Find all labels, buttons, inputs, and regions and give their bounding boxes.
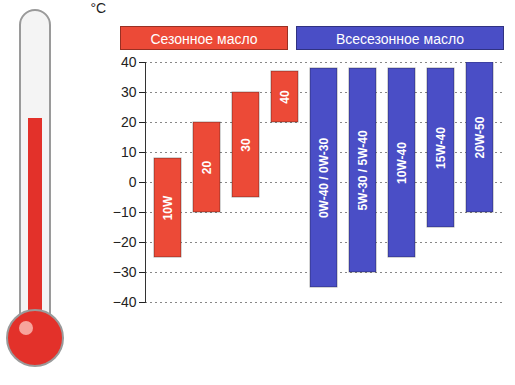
svg-text:0: 0	[129, 174, 137, 190]
svg-text:°C: °C	[91, 0, 107, 16]
svg-text:10W-40: 10W-40	[395, 142, 409, 184]
svg-text:30: 30	[121, 84, 137, 100]
html-text:Сезонное масло: Сезонное масло	[150, 31, 258, 47]
svg-text:20: 20	[200, 161, 214, 175]
svg-text:5W-30 / 5W-40: 5W-30 / 5W-40	[356, 130, 370, 211]
svg-text:−10: −10	[113, 204, 137, 220]
svg-text:−30: −30	[113, 264, 137, 280]
svg-text:10W: 10W	[161, 195, 175, 220]
svg-text:40: 40	[121, 54, 137, 70]
svg-text:20: 20	[121, 114, 137, 130]
svg-text:40: 40	[278, 90, 292, 104]
svg-text:−20: −20	[113, 234, 137, 250]
svg-text:20W-50: 20W-50	[473, 116, 487, 158]
svg-text:15W-40: 15W-40	[434, 127, 448, 169]
svg-text:0W-40 / 0W-30: 0W-40 / 0W-30	[317, 138, 331, 219]
svg-text:30: 30	[239, 138, 253, 152]
svg-text:10: 10	[121, 144, 137, 160]
html-text:Всесезонное масло: Всесезонное масло	[335, 31, 464, 47]
svg-text:−40: −40	[113, 294, 137, 310]
